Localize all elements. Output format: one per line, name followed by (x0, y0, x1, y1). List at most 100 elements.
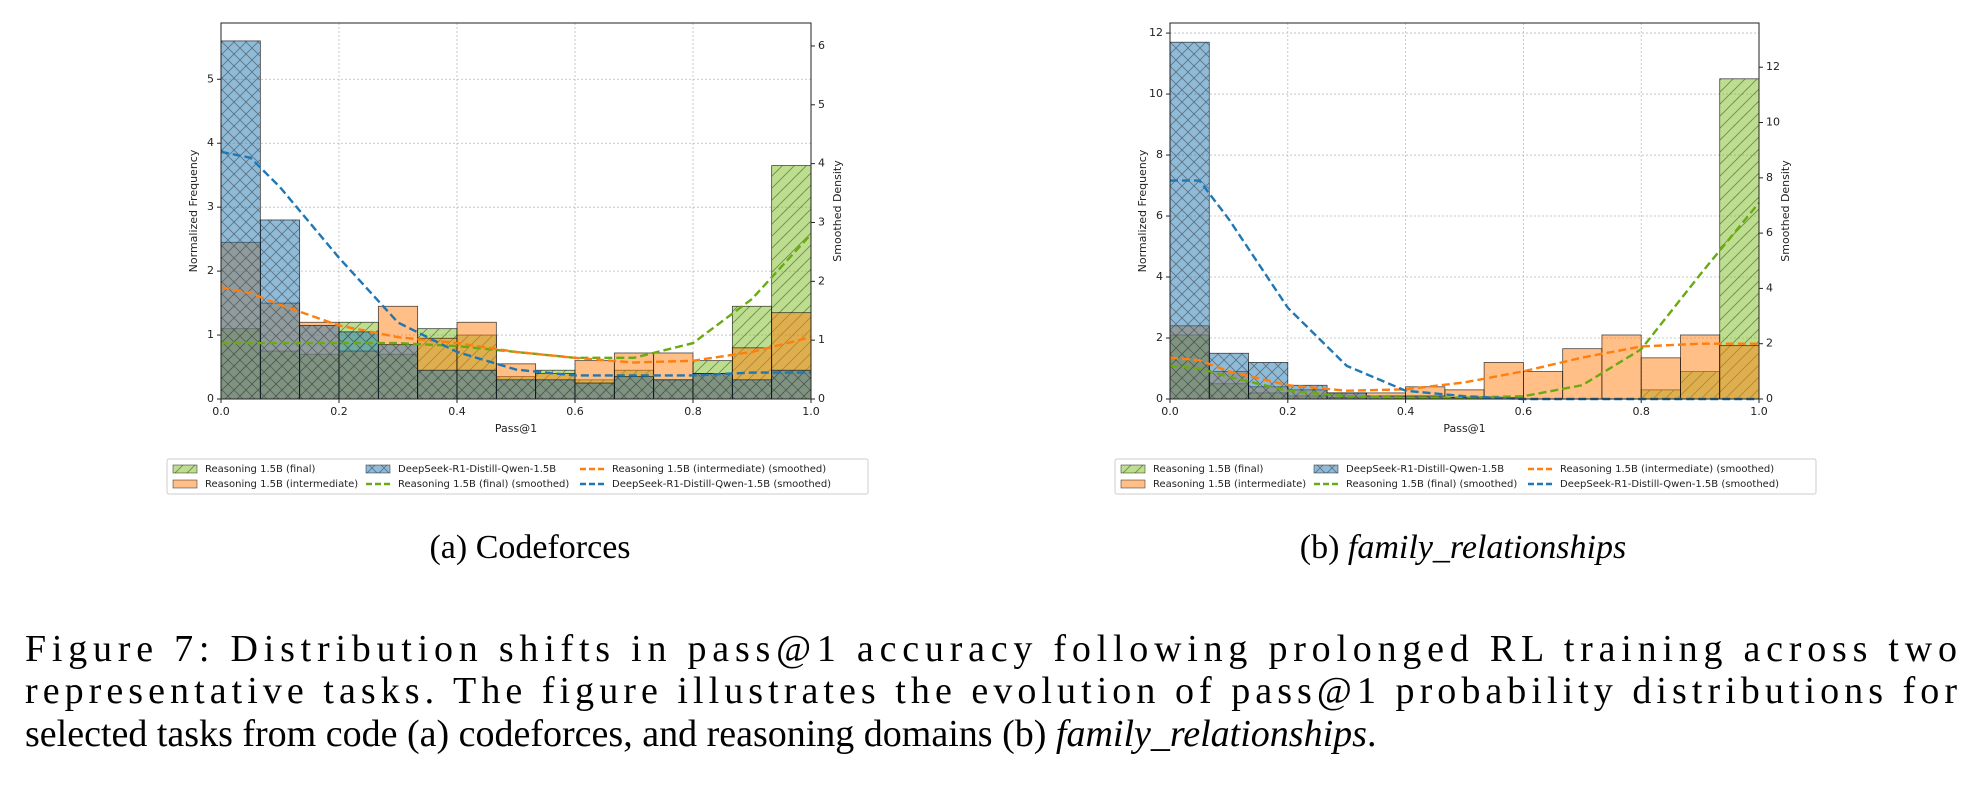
chart: 0.0 0.2 0.4 0.6 0.8 1.00123450123456Pass@1Nor… (166, 22, 869, 566)
bar-hatch (1170, 42, 1210, 400)
chart: 0.0 0.2 0.4 0.6 0.8 1.0024681012024681012Pass… (1114, 22, 1817, 566)
bar-hatch (378, 344, 418, 399)
subcaption-text: family_relationships (1348, 529, 1626, 566)
y-tick-label: 5 (207, 72, 214, 85)
bar-hatch (1484, 397, 1524, 399)
y-tick-label: 1 (207, 328, 214, 341)
bar-hatch (299, 325, 339, 399)
legend-label: DeepSeek-R1-Distill-Qwen-1.5B (smoothed) (612, 479, 831, 490)
bar-hatch (575, 383, 615, 399)
bar-hatch (732, 379, 772, 399)
legend-label: Reasoning 1.5B (intermediate) (1153, 479, 1306, 490)
y-tick-label: 0 (207, 392, 214, 405)
y-tick-label: 3 (207, 200, 214, 213)
bar-hatch (221, 40, 261, 400)
bar-hatch (614, 376, 654, 399)
x-tick-label: 0.2 (330, 405, 348, 418)
y2-tick-label: 6 (818, 39, 825, 52)
bar-hatch (771, 370, 811, 399)
legend-label: Reasoning 1.5B (final) (smoothed) (1346, 479, 1517, 490)
smoothed-line (1169, 201, 1760, 399)
histogram-bar (1601, 334, 1642, 400)
x-axis-label: Pass@1 (1443, 422, 1485, 435)
legend-swatch (1120, 479, 1146, 489)
legend-hatch (1314, 465, 1338, 473)
subcaption: (b) family_relationships (1300, 529, 1626, 566)
smoothed-line (220, 150, 811, 377)
legend-label: Reasoning 1.5B (final) (205, 464, 315, 475)
histogram-bar (1680, 334, 1721, 400)
bar-hatch (693, 373, 733, 399)
caption-line: Figure 7: Distribution shifts in pass@1 … (25, 628, 1957, 670)
x-tick-label: 1.0 (802, 405, 820, 418)
bar-hatch (496, 379, 536, 399)
caption-text: representative tasks. The figure illustr… (25, 670, 1957, 712)
legend-label: Reasoning 1.5B (intermediate) (smoothed) (612, 464, 826, 475)
x-tick-label: 0.6 (566, 405, 584, 418)
caption-text: selected tasks from code (a) codeforces,… (25, 713, 1056, 755)
caption-text: Figure 7: Distribution shifts in pass@1 … (25, 628, 1957, 670)
y-tick-label: 8 (1156, 148, 1163, 161)
bar-hatch (1327, 392, 1367, 399)
x-tick-label: 0.8 (684, 405, 702, 418)
plot-frame (220, 22, 812, 400)
y2-tick-label: 2 (818, 274, 825, 287)
caption-line: representative tasks. The figure illustr… (25, 670, 1957, 712)
x-tick-label: 0.0 (1161, 405, 1179, 418)
legend-label: Reasoning 1.5B (final) (smoothed) (398, 479, 569, 490)
y2-tick-label: 5 (818, 98, 825, 111)
histogram-bar (1483, 362, 1524, 400)
legend-hatch (1121, 465, 1145, 473)
caption-line: selected tasks from code (a) codeforces,… (25, 713, 1376, 755)
smoothed-line (1169, 342, 1759, 392)
bar-hatch (1444, 397, 1485, 399)
y2-tick-label: 3 (818, 215, 825, 228)
y2-tick-label: 8 (1766, 171, 1773, 184)
histogram-bar (1719, 345, 1760, 400)
x-tick-label: 0.0 (212, 405, 230, 418)
subcaption-label: (b) (1300, 529, 1340, 566)
y-tick-label: 10 (1149, 87, 1163, 100)
y-tick-label: 0 (1156, 392, 1163, 405)
x-tick-label: 0.6 (1515, 405, 1533, 418)
y2-tick-label: 12 (1766, 60, 1780, 73)
legend-box (1114, 458, 1817, 495)
x-tick-label: 0.4 (1397, 405, 1415, 418)
bar-hatch (535, 379, 575, 399)
y2-axis-label: Smoothed Density (1779, 160, 1792, 262)
caption-text: family_relationships (1056, 713, 1367, 755)
legend-label: DeepSeek-R1-Distill-Qwen-1.5B (1346, 464, 1504, 475)
bar-hatch (417, 370, 457, 399)
y-tick-label: 12 (1149, 26, 1163, 39)
y-tick-label: 2 (1156, 331, 1163, 344)
x-tick-label: 0.2 (1279, 405, 1297, 418)
plot-frame (1169, 22, 1760, 400)
smoothed-line (221, 233, 812, 360)
y2-tick-label: 2 (1766, 337, 1773, 350)
y2-tick-label: 6 (1766, 226, 1773, 239)
legend-label: Reasoning 1.5B (final) (1153, 464, 1263, 475)
y2-tick-label: 4 (1766, 281, 1773, 294)
legend-hatch (366, 465, 390, 473)
y-axis-label: Normalized Frequency (1136, 149, 1149, 272)
subcaption-text: Codeforces (476, 529, 631, 566)
subcaption: (a) Codeforces (429, 529, 630, 566)
y2-tick-label: 0 (818, 392, 825, 405)
histogram-bar (1562, 348, 1603, 400)
legend-label: DeepSeek-R1-Distill-Qwen-1.5B (398, 464, 556, 475)
y-axis-label: Normalized Frequency (187, 149, 200, 272)
bar-hatch (1209, 353, 1249, 399)
x-axis-label: Pass@1 (495, 422, 537, 435)
x-tick-label: 0.8 (1632, 405, 1650, 418)
histogram-bar (1640, 357, 1681, 400)
y2-tick-label: 1 (818, 333, 825, 346)
legend-label: Reasoning 1.5B (intermediate) (smoothed) (1560, 464, 1774, 475)
legend-box (166, 458, 869, 495)
legend-label: DeepSeek-R1-Distill-Qwen-1.5B (smoothed) (1560, 479, 1779, 490)
legend-hatch (173, 465, 197, 473)
subcaption-label: (a) (429, 529, 467, 566)
legend-label: Reasoning 1.5B (intermediate) (205, 479, 358, 490)
x-tick-label: 0.4 (448, 405, 466, 418)
legend-swatch (172, 479, 198, 489)
